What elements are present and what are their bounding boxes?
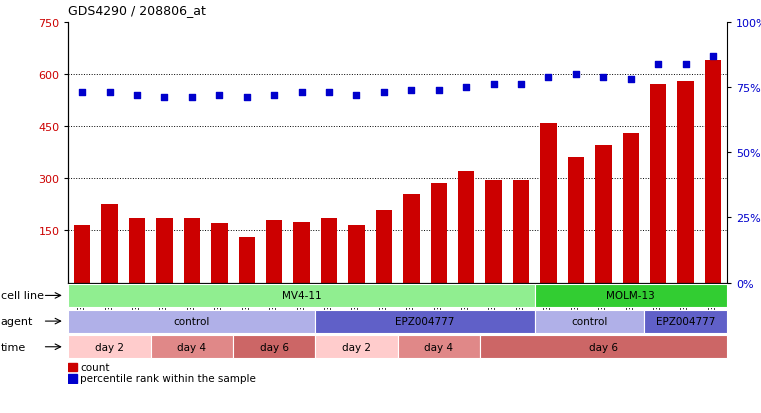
- Bar: [397, 335, 480, 358]
- Point: [131, 92, 143, 99]
- Bar: [233, 335, 315, 358]
- Point: [323, 90, 335, 96]
- Bar: [68, 374, 77, 383]
- Bar: [540, 123, 557, 283]
- Bar: [68, 284, 535, 307]
- Bar: [458, 172, 474, 283]
- Bar: [315, 310, 535, 333]
- Bar: [622, 134, 639, 283]
- Text: GDS4290 / 208806_at: GDS4290 / 208806_at: [68, 4, 206, 17]
- Bar: [68, 335, 151, 358]
- Text: percentile rank within the sample: percentile rank within the sample: [80, 373, 256, 383]
- Bar: [705, 61, 721, 283]
- Point: [460, 84, 473, 91]
- Bar: [68, 310, 315, 333]
- Point: [158, 95, 170, 102]
- Text: day 6: day 6: [589, 342, 618, 352]
- Bar: [315, 335, 397, 358]
- Bar: [183, 219, 200, 283]
- Bar: [211, 224, 228, 283]
- Text: MOLM-13: MOLM-13: [607, 291, 655, 301]
- Point: [515, 82, 527, 88]
- Point: [488, 82, 500, 88]
- Bar: [321, 219, 337, 283]
- Text: EPZ004777: EPZ004777: [656, 316, 715, 326]
- Bar: [156, 219, 173, 283]
- Point: [707, 53, 719, 60]
- Point: [76, 90, 88, 96]
- Bar: [266, 221, 282, 283]
- Point: [625, 77, 637, 83]
- Bar: [513, 180, 530, 283]
- Bar: [68, 363, 77, 371]
- Bar: [376, 210, 392, 283]
- Point: [213, 92, 225, 99]
- Point: [268, 92, 280, 99]
- Bar: [535, 310, 645, 333]
- Bar: [645, 310, 727, 333]
- Point: [570, 71, 582, 78]
- Text: day 2: day 2: [95, 342, 124, 352]
- Bar: [74, 225, 91, 283]
- Bar: [595, 146, 612, 283]
- Point: [406, 87, 418, 94]
- Point: [350, 92, 362, 99]
- Bar: [568, 158, 584, 283]
- Bar: [486, 180, 501, 283]
- Bar: [129, 219, 145, 283]
- Text: EPZ004777: EPZ004777: [396, 316, 455, 326]
- Point: [433, 87, 445, 94]
- Point: [597, 74, 610, 81]
- Text: day 4: day 4: [425, 342, 454, 352]
- Bar: [650, 85, 667, 283]
- Text: MV4-11: MV4-11: [282, 291, 321, 301]
- Bar: [480, 335, 727, 358]
- Text: time: time: [1, 342, 26, 352]
- Bar: [101, 205, 118, 283]
- Point: [295, 90, 307, 96]
- Point: [652, 61, 664, 68]
- Text: control: control: [572, 316, 608, 326]
- Point: [377, 90, 390, 96]
- Bar: [431, 184, 447, 283]
- Bar: [238, 238, 255, 283]
- Text: day 4: day 4: [177, 342, 206, 352]
- Text: agent: agent: [1, 316, 33, 326]
- Text: day 6: day 6: [260, 342, 288, 352]
- Point: [103, 90, 116, 96]
- Text: cell line: cell line: [1, 291, 44, 301]
- Bar: [294, 222, 310, 283]
- Point: [680, 61, 692, 68]
- Bar: [349, 225, 365, 283]
- Text: control: control: [174, 316, 210, 326]
- Text: day 2: day 2: [342, 342, 371, 352]
- Bar: [677, 82, 694, 283]
- Bar: [535, 284, 727, 307]
- Point: [186, 95, 198, 102]
- Point: [240, 95, 253, 102]
- Bar: [151, 335, 233, 358]
- Text: count: count: [80, 362, 110, 372]
- Point: [543, 74, 555, 81]
- Bar: [403, 195, 419, 283]
